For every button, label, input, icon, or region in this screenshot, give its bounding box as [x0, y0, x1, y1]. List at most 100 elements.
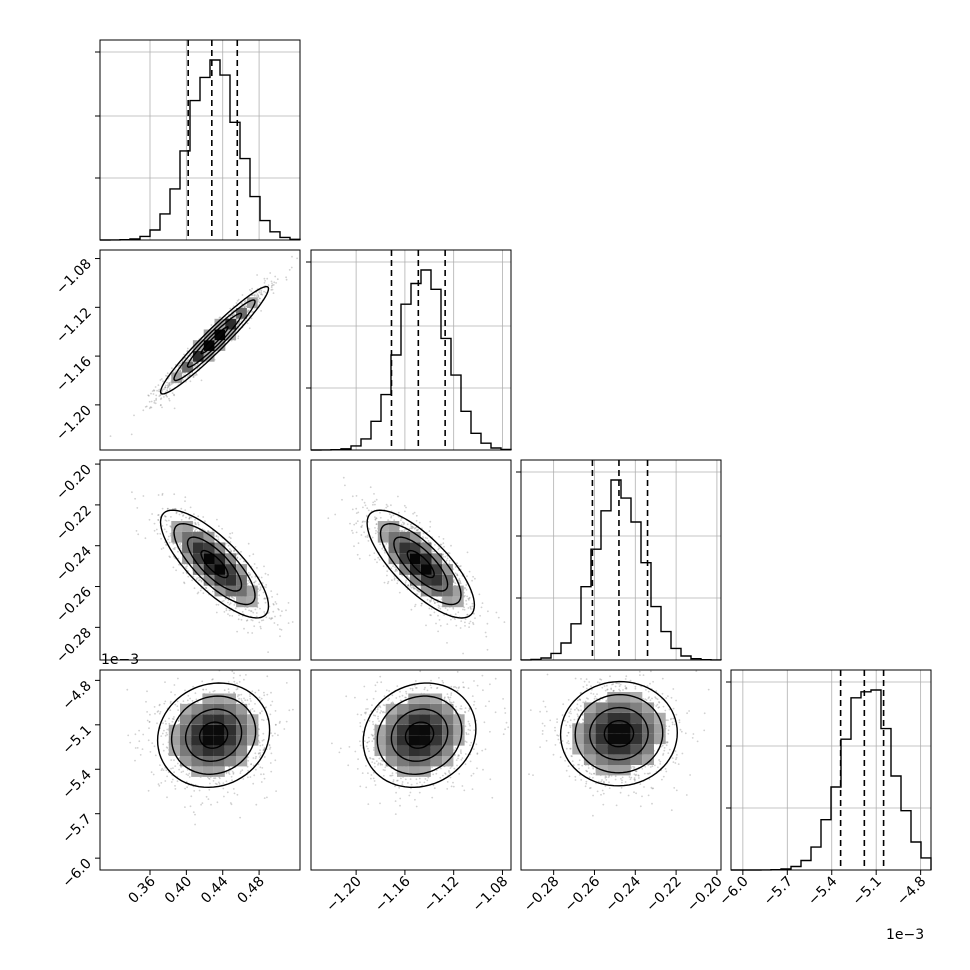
scatter-point	[262, 773, 265, 776]
scatter-point	[367, 509, 370, 512]
scatter-point	[228, 767, 231, 770]
scatter-point	[379, 543, 381, 546]
scatter-point	[268, 748, 271, 750]
density-cell	[203, 531, 215, 543]
scatter-point	[164, 720, 167, 723]
scatter-point	[246, 311, 249, 313]
scatter-point	[234, 607, 237, 610]
scatter-point	[166, 395, 169, 398]
scatter-point	[153, 401, 156, 404]
scatter-point	[247, 309, 249, 312]
contour-2	[173, 299, 256, 382]
scatter-point	[164, 519, 167, 522]
scatter-point	[439, 607, 442, 610]
scatter-point	[207, 530, 209, 532]
density-cell	[182, 521, 193, 532]
scatter-point	[174, 370, 177, 373]
scatter-point	[188, 518, 191, 520]
scatter-point	[270, 280, 273, 283]
scatter-point	[466, 575, 468, 577]
scatter-point	[364, 504, 367, 507]
scatter-point	[178, 513, 181, 516]
scatter-point	[171, 720, 174, 723]
scatter-point	[167, 385, 170, 387]
scatter-point	[165, 746, 168, 749]
scatter-point	[179, 547, 182, 549]
scatter-point	[412, 526, 415, 529]
scatter-point	[438, 535, 440, 538]
scatter-point	[435, 622, 437, 625]
histogram-panel-1	[306, 249, 512, 451]
scatter-point	[361, 521, 364, 524]
scatter-point	[184, 787, 187, 790]
scatter-point	[404, 510, 406, 513]
scatter-point	[398, 591, 401, 594]
scatter-point	[478, 593, 481, 596]
scatter-point	[390, 504, 392, 507]
scatter-point	[448, 559, 451, 562]
scatter-point	[186, 350, 189, 352]
scatter-point	[247, 631, 249, 634]
scatter-point	[459, 581, 462, 584]
scatter-point	[258, 290, 261, 292]
scatter-point	[291, 255, 293, 258]
scatter-point	[415, 529, 418, 531]
scatter-point	[399, 529, 401, 532]
contour-3	[159, 285, 270, 395]
scatter-point	[374, 518, 377, 521]
scatter-point	[413, 527, 416, 530]
scatter-point	[241, 294, 244, 296]
scatter-point	[219, 316, 222, 319]
scatter-point	[268, 617, 271, 620]
density-cell	[236, 574, 247, 586]
scatter-point	[269, 272, 272, 274]
scatter-point	[374, 500, 376, 503]
scatter-point	[194, 530, 196, 532]
scatter-point	[243, 306, 246, 308]
scatter-point	[155, 399, 158, 401]
scatter-point	[436, 601, 439, 603]
scatter-point	[426, 537, 429, 540]
scatter-point	[374, 532, 377, 535]
scatter-point	[199, 589, 202, 592]
scatter-point	[239, 558, 242, 561]
scatter-point	[394, 570, 397, 572]
scatter-point	[159, 711, 162, 713]
scatter-point	[253, 563, 256, 565]
panels: 0.36 0.40 0.44 0.48 −1.20 −1.16 −1.12 −1.08 −0.2…	[53, 39, 932, 915]
scatter-point	[258, 297, 261, 300]
scatter-point	[367, 540, 370, 542]
scatter-point	[131, 491, 133, 494]
scatter-point	[259, 607, 261, 610]
scatter-point	[468, 622, 471, 625]
scatter-point	[249, 574, 251, 577]
scatter-point	[440, 543, 443, 546]
contour-0	[406, 549, 435, 579]
scatter-point	[470, 608, 472, 610]
scatter-point	[446, 642, 448, 644]
scatter-point	[159, 379, 162, 381]
scatter-point	[141, 748, 144, 750]
scatter-point	[401, 529, 403, 532]
scatter-point	[160, 769, 163, 771]
histogram-step	[520, 479, 722, 661]
scatter-point	[466, 595, 468, 598]
density-cell	[399, 564, 410, 575]
scatter-point	[425, 624, 427, 627]
scatter-point	[254, 580, 257, 582]
scatter-point	[166, 381, 169, 384]
scatter-point	[450, 544, 452, 547]
scatter-point	[437, 630, 439, 633]
density-cell	[214, 542, 226, 554]
scatter-point	[169, 525, 172, 528]
scatter-point	[186, 565, 188, 568]
histogram-step	[100, 59, 301, 241]
scatter-point	[165, 530, 168, 533]
scatter-point	[390, 515, 393, 518]
scatter-point	[247, 571, 250, 574]
scatter-point	[253, 581, 255, 584]
scatter-point	[274, 275, 277, 278]
scatter-point	[263, 565, 265, 568]
scatter-point	[172, 547, 175, 550]
scatter-point	[403, 504, 406, 507]
